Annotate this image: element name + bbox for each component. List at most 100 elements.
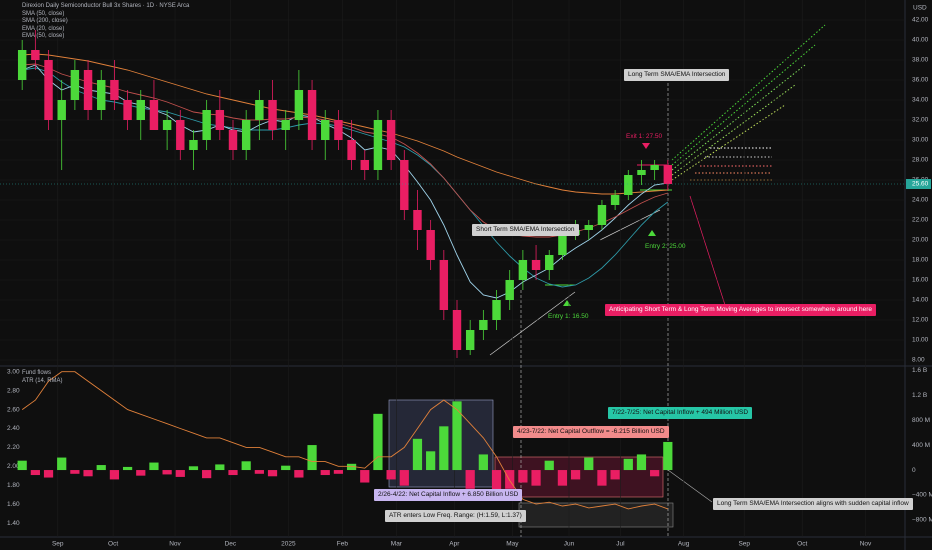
- projection: [671, 64, 806, 171]
- candle-body: [400, 160, 409, 210]
- flow-bar: [149, 462, 159, 471]
- x-tick-label: Feb: [337, 541, 349, 548]
- annotation: Exit 1: 27.50: [626, 133, 663, 140]
- legend-title: Direxion Daily Semiconductor Bull 3x Sha…: [22, 3, 190, 9]
- flow-bar: [478, 454, 488, 471]
- axis-label: USD: [913, 5, 927, 12]
- last-price-label: 25.60: [912, 181, 929, 188]
- flow-bar: [386, 470, 396, 480]
- candle-body: [202, 110, 211, 140]
- flow-bar: [188, 466, 199, 471]
- x-tick-label: Nov: [860, 541, 872, 548]
- flow-bar: [307, 445, 317, 471]
- legend-entry: SMA (50, close): [22, 10, 65, 17]
- flow-bar: [294, 470, 304, 478]
- candle-body: [531, 260, 541, 270]
- y-tick-label: 42.00: [912, 17, 929, 24]
- x-tick-label: Mar: [391, 541, 403, 548]
- candle-body: [228, 130, 238, 150]
- flow-bar: [228, 470, 238, 476]
- y-tick-label: 2.20: [7, 444, 20, 451]
- y2-tick-label: 0: [912, 467, 916, 474]
- y-tick-label: 24.00: [912, 197, 929, 204]
- candle-body: [545, 255, 554, 270]
- annotation: Entry 2: 25.00: [645, 243, 686, 250]
- annotation: 7/22-7/25: Net Capital Inflow + 494 Mill…: [608, 407, 753, 419]
- y-tick-label: 22.00: [912, 217, 929, 224]
- y2-tick-label: 800 M: [912, 417, 930, 424]
- flow-bar: [241, 461, 251, 471]
- candle-body: [110, 80, 119, 100]
- last-price-tag: [906, 179, 931, 189]
- flow-bar: [30, 470, 40, 476]
- candle-body: [70, 70, 80, 100]
- annotation: 4/23-7/22: Net Capital Outflow = -6.215 …: [513, 426, 669, 438]
- y-tick-label: 2.80: [7, 387, 20, 394]
- flow-bar: [491, 470, 502, 496]
- candle-body: [518, 260, 528, 280]
- candle-body: [360, 160, 369, 170]
- flow-bar: [202, 470, 212, 479]
- atr-line: [21, 371, 668, 510]
- projection: [671, 104, 786, 181]
- y-tick-label: 28.00: [912, 157, 929, 164]
- y-tick-label: 36.00: [912, 77, 929, 84]
- flow-bar: [215, 464, 225, 471]
- candle-body: [610, 195, 620, 205]
- candle-body: [479, 320, 488, 330]
- flow-bar: [439, 426, 449, 471]
- y-tick-label: 14.00: [912, 297, 929, 304]
- flow-bar: [636, 454, 647, 471]
- y-tick-label: 8.00: [912, 357, 925, 364]
- flow-bar: [505, 470, 515, 489]
- trend-line: [599, 209, 661, 241]
- y-tick-label: 40.00: [912, 37, 929, 44]
- candle-body: [255, 100, 264, 120]
- flow-bar: [360, 470, 370, 483]
- candle-body: [558, 235, 567, 255]
- y-tick-label: 32.00: [912, 117, 929, 124]
- flow-bar: [267, 470, 278, 477]
- flow-bar: [650, 470, 660, 477]
- callout-line: [689, 195, 726, 306]
- candle-body: [321, 120, 330, 140]
- flow-bar: [584, 457, 594, 471]
- candle-body: [57, 100, 66, 120]
- candle-body: [189, 140, 198, 150]
- callout-line: [667, 469, 713, 503]
- x-tick-label: Jun: [564, 541, 575, 548]
- y-tick-label: 2.40: [7, 425, 20, 432]
- legend-entry: Fund flows: [22, 370, 52, 376]
- flow-bar: [122, 466, 133, 471]
- flow-bar: [623, 458, 633, 471]
- candle-body: [241, 120, 251, 150]
- y-tick-label: 10.00: [912, 337, 929, 344]
- flow-bar: [175, 470, 185, 477]
- candle-body: [584, 225, 593, 230]
- flow-bar: [426, 451, 436, 471]
- candle-body: [347, 140, 356, 160]
- candle-body: [162, 120, 172, 130]
- candle-body: [44, 60, 53, 120]
- x-tick-label: Sep: [52, 541, 64, 548]
- y-tick-label: 3.00: [7, 368, 20, 375]
- candle-body: [465, 330, 475, 350]
- y-tick-label: 30.00: [912, 137, 929, 144]
- trend-line: [489, 291, 576, 356]
- legend-entry: ATR (14, RMA): [22, 377, 63, 384]
- flow-bar: [254, 470, 264, 474]
- y-tick-label: 38.00: [912, 57, 929, 64]
- annotation: Long Term SMA/EMA Intersection: [624, 69, 730, 81]
- flow-bar: [412, 438, 423, 471]
- flow-bar: [399, 470, 409, 486]
- candle-body: [650, 165, 659, 170]
- flow-bar: [570, 470, 581, 480]
- candle-body: [149, 100, 159, 130]
- annotation: Long Term SMA/EMA Intersection aligns wi…: [713, 498, 913, 510]
- candle-body: [663, 165, 673, 184]
- y-tick-label: 2.00: [7, 463, 20, 470]
- x-tick-label: Oct: [108, 541, 118, 548]
- flow-bar: [373, 413, 383, 471]
